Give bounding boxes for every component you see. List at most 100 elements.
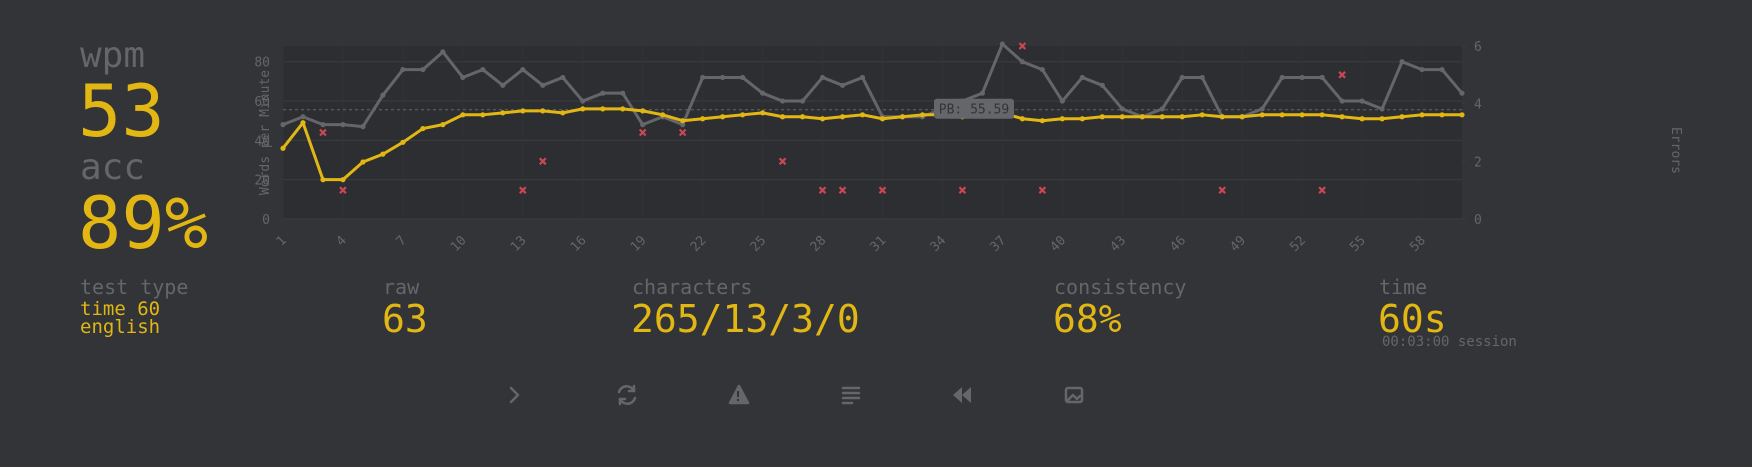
error-mark	[339, 186, 347, 194]
characters-value: 265/13/3/0	[631, 297, 860, 341]
point	[460, 112, 466, 118]
x-tick-label: 34	[928, 233, 950, 255]
point	[700, 116, 706, 122]
point	[280, 145, 286, 151]
point	[839, 114, 846, 120]
point	[1099, 82, 1105, 88]
consistency-label: consistency	[1054, 275, 1187, 299]
point	[979, 90, 986, 96]
point	[1379, 116, 1385, 122]
point	[320, 122, 326, 128]
error-mark	[958, 186, 967, 194]
point	[859, 112, 866, 118]
point	[899, 114, 906, 120]
error-mark	[638, 128, 647, 137]
x-tick-label: 1	[274, 233, 290, 249]
y-tick-label: 0	[262, 213, 270, 228]
point	[859, 74, 866, 81]
point	[1019, 59, 1025, 65]
point	[1399, 114, 1405, 120]
y2-tick-label: 0	[1474, 213, 1482, 228]
point	[1039, 66, 1045, 73]
x-tick-label: 22	[688, 233, 710, 255]
point	[1119, 106, 1125, 112]
error-mark	[519, 186, 527, 194]
x-tick-label: 37	[988, 233, 1010, 255]
point	[280, 122, 286, 128]
y-tick-label: 60	[254, 95, 270, 110]
point	[1399, 59, 1405, 65]
x-tick-label: 43	[1107, 233, 1129, 255]
point	[620, 106, 626, 112]
point	[819, 116, 826, 122]
point	[1459, 90, 1465, 96]
point	[560, 110, 566, 116]
point	[380, 92, 386, 98]
point	[520, 66, 526, 73]
replay-button[interactable]	[953, 387, 971, 403]
y-tick-label: 40	[254, 134, 270, 149]
time-label: time	[1379, 275, 1428, 299]
point	[1419, 112, 1425, 118]
point	[620, 90, 626, 96]
x-tick-label: 13	[508, 233, 530, 255]
error-mark	[539, 157, 547, 166]
x-tick-label: 52	[1287, 233, 1309, 255]
y2-axis-label: Errors	[1668, 127, 1683, 174]
point	[700, 74, 706, 81]
language: english	[80, 316, 161, 338]
restart-button[interactable]	[617, 384, 637, 406]
point	[1299, 112, 1305, 118]
raw-value: 63	[382, 297, 428, 341]
characters-label: characters	[632, 275, 753, 299]
point	[560, 74, 566, 81]
point	[999, 41, 1005, 47]
toolbar[interactable]	[0, 375, 1752, 415]
point	[779, 114, 786, 120]
y-tick-label: 80	[254, 56, 270, 71]
pb-label-box	[934, 98, 1014, 119]
point	[740, 112, 746, 118]
point	[879, 116, 886, 122]
point	[799, 114, 806, 120]
point	[1319, 112, 1325, 118]
point	[340, 122, 346, 128]
point	[1019, 116, 1025, 122]
point	[1439, 112, 1445, 118]
point	[720, 114, 726, 120]
point	[300, 120, 306, 126]
wpm-label: wpm	[80, 35, 146, 76]
point	[720, 74, 726, 81]
point	[400, 139, 406, 145]
point	[1239, 114, 1245, 120]
point	[540, 82, 546, 88]
x-tick-label: 46	[1167, 233, 1189, 255]
error-mark	[678, 128, 687, 137]
error-mark	[878, 186, 887, 194]
point	[740, 74, 746, 81]
point	[600, 106, 606, 112]
point	[580, 106, 586, 112]
y-tick-label: 20	[254, 174, 270, 189]
x-tick-label: 7	[394, 233, 410, 249]
x-tick-label: 31	[868, 233, 890, 255]
x-tick-label: 4	[334, 233, 350, 249]
point	[1059, 98, 1065, 104]
screenshot-button[interactable]	[1064, 386, 1084, 404]
point	[300, 114, 306, 120]
point	[460, 74, 466, 81]
point	[1459, 112, 1465, 118]
point	[819, 74, 826, 81]
plot-area	[283, 46, 1462, 219]
point	[1179, 114, 1185, 120]
point	[600, 90, 606, 96]
words-history-button[interactable]	[841, 386, 861, 405]
point	[799, 98, 806, 104]
session-time: 00:03:00 session	[1382, 334, 1517, 350]
point	[1079, 116, 1085, 122]
point	[779, 98, 786, 104]
error-mark	[1218, 186, 1226, 194]
point	[1199, 74, 1205, 81]
next-test-button[interactable]	[509, 386, 520, 404]
